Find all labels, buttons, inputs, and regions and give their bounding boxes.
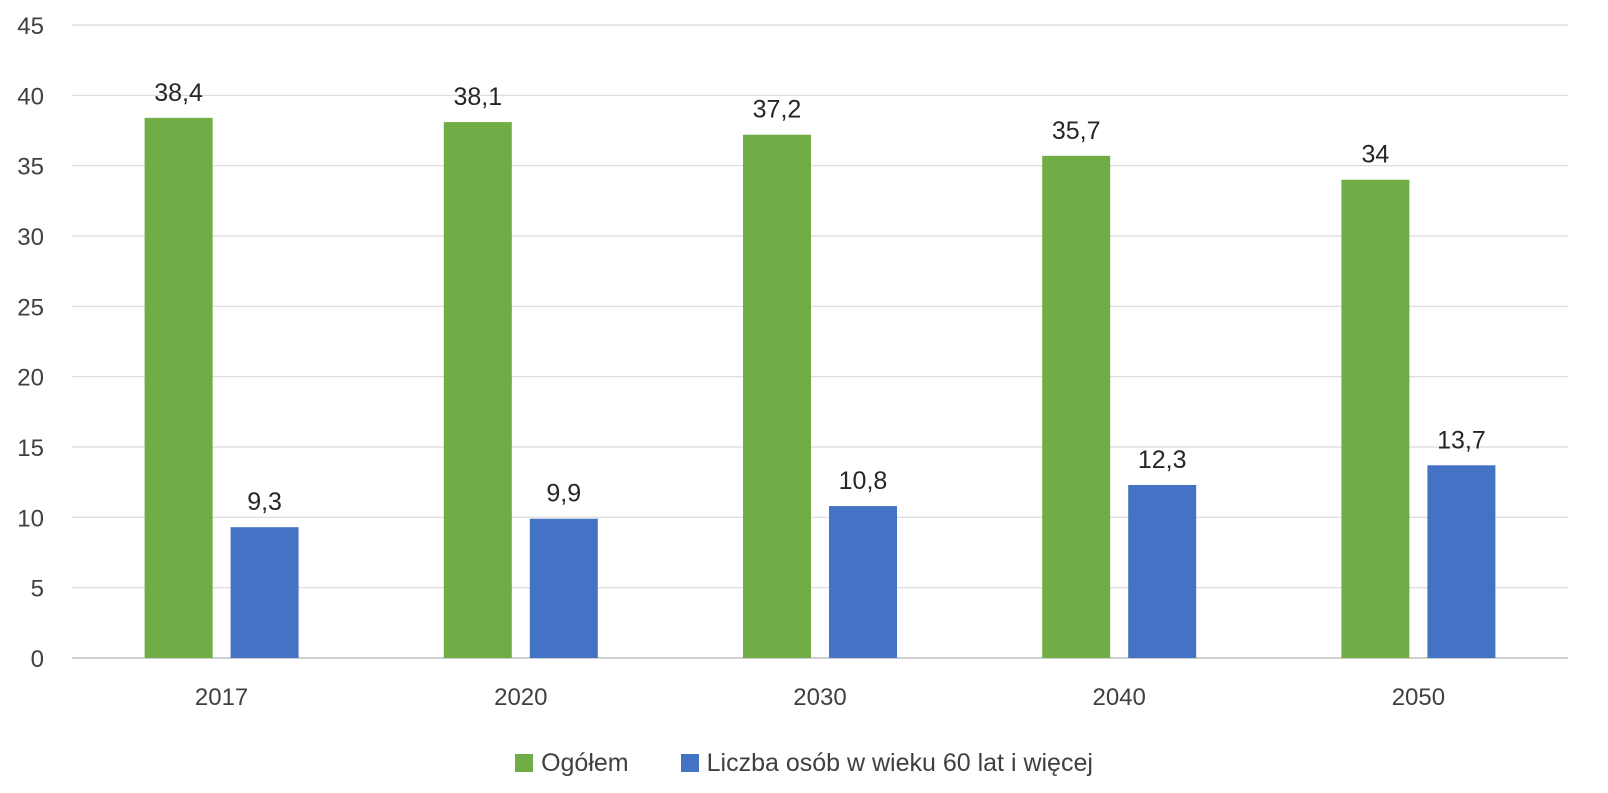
x-tick-label: 2020	[494, 684, 547, 711]
legend: Ogółem Liczba osób w wieku 60 lat i więc…	[0, 740, 1608, 786]
bar	[1128, 484, 1197, 658]
data-label: 12,3	[1138, 446, 1187, 474]
data-label: 38,4	[154, 79, 203, 107]
data-label: 37,2	[753, 96, 802, 124]
data-labels: 38,4 9,3 38,1 9,9 37,2 10,8 35,7 12,3 34 13,7	[154, 79, 1485, 516]
y-tick-label: 45	[17, 13, 44, 40]
x-tick-label: 2017	[195, 684, 248, 711]
data-label: 35,7	[1052, 117, 1101, 145]
legend-item-ogolem: Ogółem	[515, 749, 629, 778]
legend-swatch	[680, 754, 699, 772]
x-tick-label: 2050	[1392, 684, 1445, 711]
data-label: 13,7	[1437, 426, 1486, 454]
bar	[829, 506, 897, 658]
y-axis-ticks: 0 5 10 15 20 25 30 35 40 45	[17, 13, 44, 673]
bar	[230, 527, 299, 658]
legend-label: Liczba osób w wieku 60 lat i więcej	[706, 748, 1093, 777]
bar	[1427, 465, 1496, 658]
bar	[743, 134, 811, 659]
data-label: 9,3	[247, 488, 282, 516]
data-label: 34	[1361, 141, 1389, 169]
x-tick-label: 2030	[793, 684, 846, 711]
y-tick-label: 35	[17, 154, 44, 181]
gridlines	[72, 24, 1568, 659]
data-label: 38,1	[453, 83, 502, 111]
bar	[1042, 155, 1111, 658]
y-tick-label: 30	[17, 224, 44, 251]
bar	[1341, 179, 1410, 658]
data-label: 9,9	[546, 480, 581, 508]
y-tick-label: 40	[17, 83, 44, 110]
y-tick-label: 15	[17, 435, 44, 462]
bar	[443, 122, 512, 658]
y-tick-label: 0	[31, 646, 44, 673]
legend-item-60-plus: Liczba osób w wieku 60 lat i więcej	[680, 748, 1093, 778]
legend-label: Ogółem	[541, 748, 629, 777]
bar	[529, 518, 598, 658]
y-tick-label: 25	[17, 294, 44, 321]
bar-chart: 0 5 10 15 20 25 30 35 40 45 38,4 9,3 38,1 9,9 37,2 10,…	[17, 13, 1568, 711]
x-axis-ticks: 2017 2020 2030 2040 2050	[195, 684, 1445, 711]
x-tick-label: 2040	[1093, 684, 1146, 711]
data-label: 10,8	[839, 467, 888, 495]
y-tick-label: 10	[17, 505, 44, 532]
bars	[144, 117, 1496, 659]
y-tick-label: 5	[31, 576, 44, 603]
legend-swatch	[515, 754, 534, 772]
y-tick-label: 20	[17, 365, 44, 392]
bar	[144, 117, 213, 659]
